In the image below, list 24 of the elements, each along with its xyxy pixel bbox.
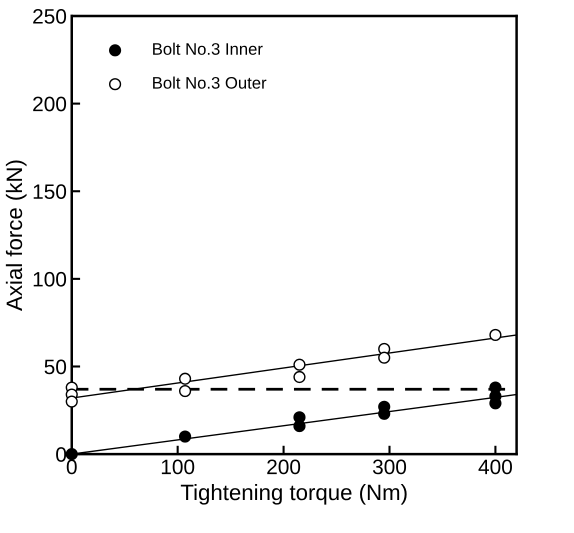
point: [378, 352, 390, 364]
point: [293, 370, 306, 384]
legend-label: Bolt No.3 Inner: [153, 42, 263, 55]
point: [179, 384, 192, 398]
x-tick-label: 300: [372, 460, 406, 474]
x-tick-label: 100: [162, 460, 194, 474]
y-tick-label: 0: [56, 447, 66, 462]
point: [179, 372, 192, 385]
y-axis-title: Axial force (kN): [6, 160, 27, 311]
x-tick-label: 400: [478, 460, 512, 474]
point: [489, 328, 502, 342]
legend-label: Bolt No.3 Outer: [153, 76, 266, 89]
y-tick-label: 200: [33, 96, 66, 112]
point: [293, 420, 306, 432]
point: [293, 358, 306, 371]
x-axis-title: Tightening torque (Nm): [180, 484, 407, 505]
y-tick-label: 50: [44, 359, 66, 374]
x-tick-label: 200: [267, 460, 300, 474]
x-tick-label: 0: [66, 460, 77, 474]
y-tick-label: 150: [34, 184, 66, 199]
point: [66, 395, 78, 408]
y-tick-label: 100: [34, 272, 66, 287]
y-tick-label: 250: [33, 8, 66, 24]
point: [179, 430, 192, 443]
